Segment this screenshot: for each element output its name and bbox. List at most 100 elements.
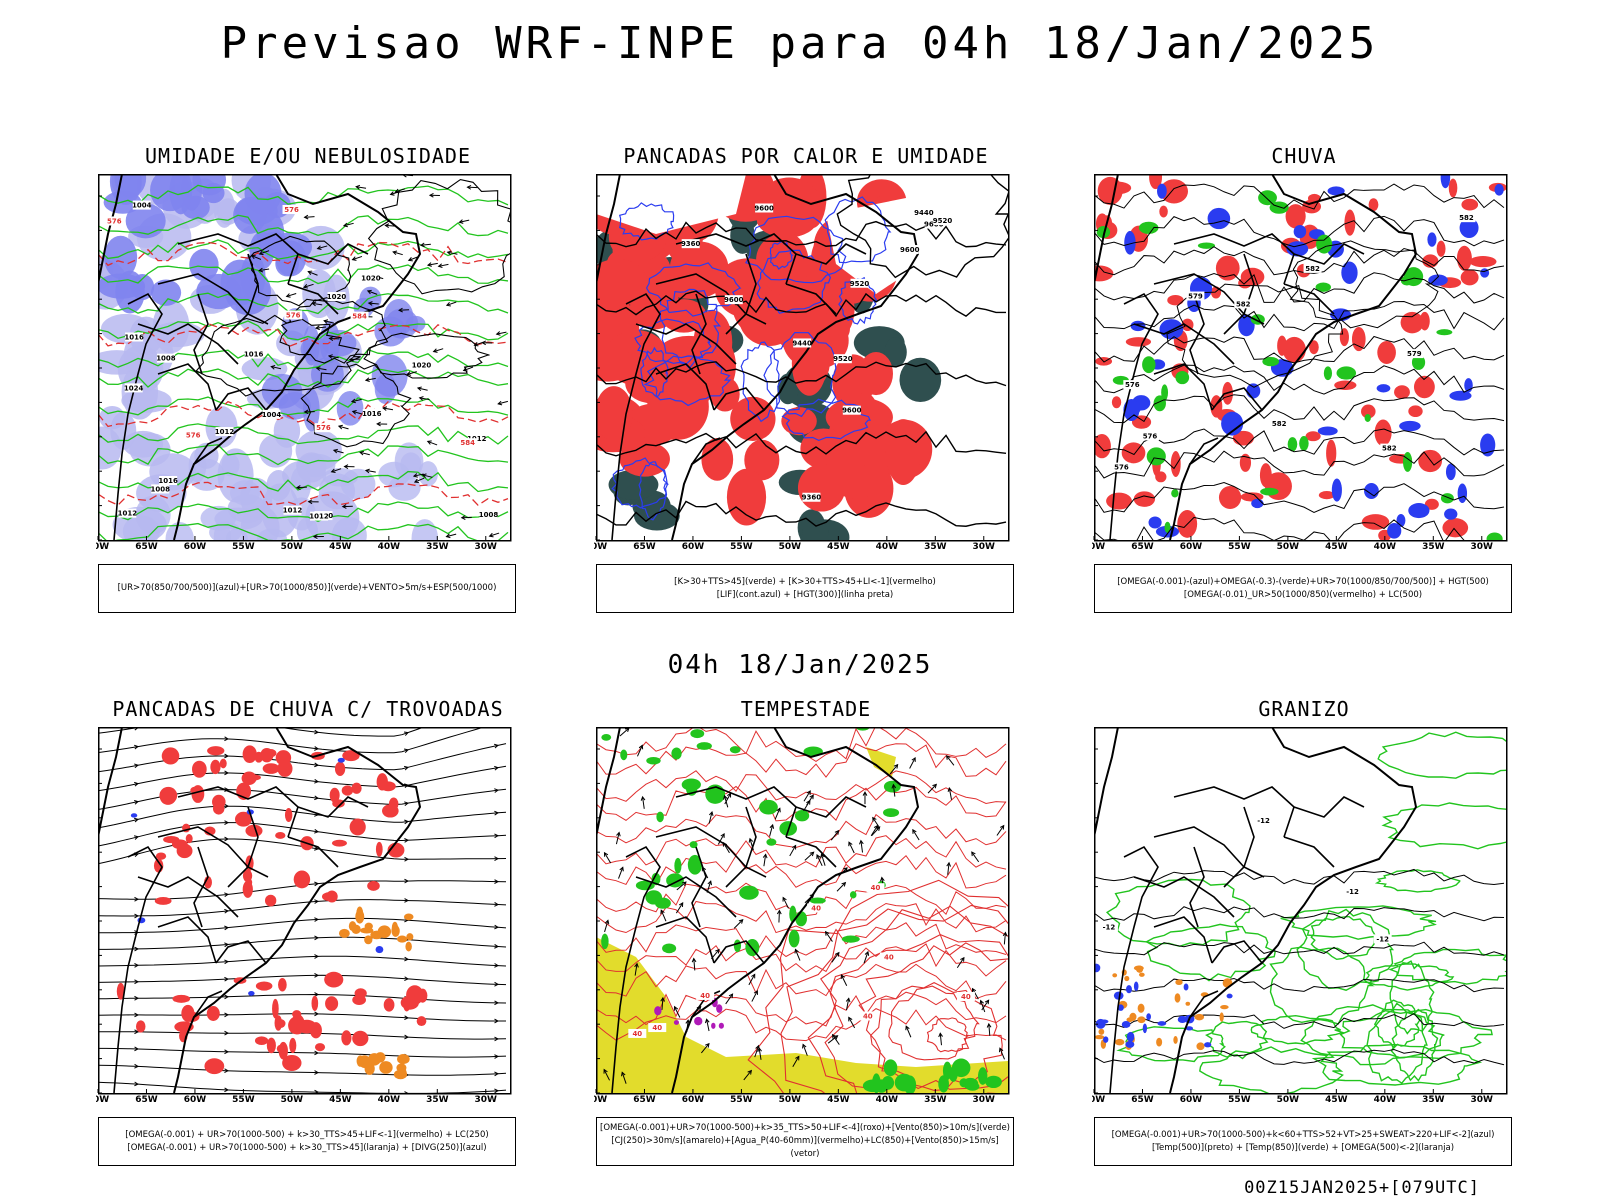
wind-vector xyxy=(708,811,713,824)
map-umidade: 1012 1008 1008 1012 1016 1020 1004 1004 1012 1008… xyxy=(96,174,512,550)
contour-label-bg xyxy=(262,409,281,419)
shaded-cell xyxy=(1277,335,1287,356)
plot-area xyxy=(98,727,507,1093)
wind-vector xyxy=(618,867,624,879)
x-tick-label: 45W xyxy=(1325,542,1348,550)
streamline-arrow xyxy=(134,763,140,769)
wind-vector-head xyxy=(412,473,418,478)
wind-vector xyxy=(909,757,916,769)
contour-line xyxy=(740,341,782,423)
panel-pancadas-calor: PANCADAS POR CALOR E UMIDADE 9600 9600 960… xyxy=(594,144,1018,624)
wind-vector xyxy=(390,191,401,195)
streamline xyxy=(98,936,507,950)
shaded-cell xyxy=(1170,451,1181,477)
legend-line: [OMEGA(-0.001)+UR>70(1000-500)+k>35_TTS>… xyxy=(600,1123,1010,1133)
wind-vector xyxy=(489,532,500,537)
wind-vector-head xyxy=(971,987,977,993)
wind-vector-head xyxy=(603,851,609,857)
shaded-cell xyxy=(938,1075,949,1093)
shaded-cell xyxy=(1121,442,1146,464)
shaded-cell xyxy=(1167,294,1184,306)
contour-label-bg xyxy=(215,427,234,437)
shaded-cell xyxy=(1436,329,1453,336)
streamline-arrow xyxy=(224,820,230,825)
contour-line xyxy=(1094,516,1465,540)
shaded-cell xyxy=(351,924,361,935)
wind-vector-head xyxy=(426,440,432,445)
wind-vector-head xyxy=(715,948,720,954)
shaded-cell xyxy=(1196,1042,1205,1051)
streamline-arrow xyxy=(494,879,500,884)
shaded-cell xyxy=(1403,452,1413,472)
state-border xyxy=(691,293,707,375)
wind-vector xyxy=(840,974,848,986)
wind-vector xyxy=(446,533,457,538)
contour-line xyxy=(1310,915,1378,961)
state-border xyxy=(1173,786,1295,838)
shaded-cell xyxy=(1445,463,1456,481)
shaded-cell xyxy=(278,977,287,992)
shaded-cell xyxy=(788,929,800,948)
wind-vector-head xyxy=(723,794,728,800)
x-tick-label: 55W xyxy=(1228,1095,1251,1103)
state-border xyxy=(655,363,715,411)
shaded-cell xyxy=(1164,521,1171,533)
wind-vector xyxy=(338,425,349,430)
shaded-cell xyxy=(254,1036,269,1046)
shaded-cell xyxy=(1094,433,1111,459)
contour-line xyxy=(1289,240,1440,329)
contour-label-bg xyxy=(858,1011,877,1021)
x-tick-label: 40W xyxy=(876,542,899,550)
shaded-cell xyxy=(274,1015,283,1031)
contour-label-bg xyxy=(793,338,812,348)
streamline xyxy=(98,727,426,737)
contour-label: 1020 xyxy=(327,293,347,301)
streamline-arrow xyxy=(134,817,140,823)
wind-vector-head xyxy=(406,371,412,376)
x-tick-label: 65W xyxy=(135,1095,158,1103)
contour-label: 1012 xyxy=(309,513,329,521)
wind-vector xyxy=(802,1044,808,1056)
shaded-cell xyxy=(378,461,410,488)
state-border xyxy=(675,233,797,285)
state-border xyxy=(655,826,767,878)
wind-vector xyxy=(351,398,362,403)
axes: 70W 65W 60W 55W 50W 45W 40W 35W 30W xyxy=(96,727,512,1103)
wind-vector-head xyxy=(691,957,697,963)
wind-vector xyxy=(467,186,478,189)
streamline-arrow xyxy=(494,943,500,949)
shaded-cell xyxy=(1323,366,1333,381)
legend-chuva: [OMEGA(-0.001)-(azul)+OMEGA(-0.3)-(verde… xyxy=(1094,564,1512,613)
streamline-arrow xyxy=(494,743,500,749)
shaded-cell xyxy=(1374,419,1392,446)
wind-vector xyxy=(296,486,307,489)
shaded-cell xyxy=(1142,356,1156,374)
wind-vector xyxy=(333,449,344,454)
panel-title: CHUVA xyxy=(1271,144,1337,168)
contour-label-bg xyxy=(458,438,477,448)
wind-vector-head xyxy=(342,222,348,228)
contour-label: -12 xyxy=(1257,817,1270,825)
shaded-cell xyxy=(883,808,900,818)
wind-vector xyxy=(778,910,780,923)
shaded-cell xyxy=(881,1075,895,1090)
shaded-cell xyxy=(1331,478,1342,502)
streamline-arrow xyxy=(224,908,230,914)
streamline-arrow xyxy=(224,770,230,776)
shaded-cell xyxy=(656,811,664,823)
wind-vector-head xyxy=(986,1022,992,1028)
state-border xyxy=(193,990,223,1018)
wind-vector xyxy=(637,745,643,757)
shaded-cell xyxy=(1156,1037,1163,1047)
shaded-cell xyxy=(1185,1026,1194,1031)
wind-vector xyxy=(642,796,645,809)
shaded-cell xyxy=(385,308,419,339)
contour-label-bg xyxy=(802,492,821,502)
contour-line xyxy=(1339,1008,1493,1060)
streamline-arrow xyxy=(494,1071,500,1077)
wind-vector xyxy=(356,186,367,189)
wind-vector xyxy=(792,1056,800,1068)
wind-vector-head xyxy=(616,831,621,837)
contour-label-bg xyxy=(866,883,885,893)
contour-label: 1016 xyxy=(158,477,178,485)
